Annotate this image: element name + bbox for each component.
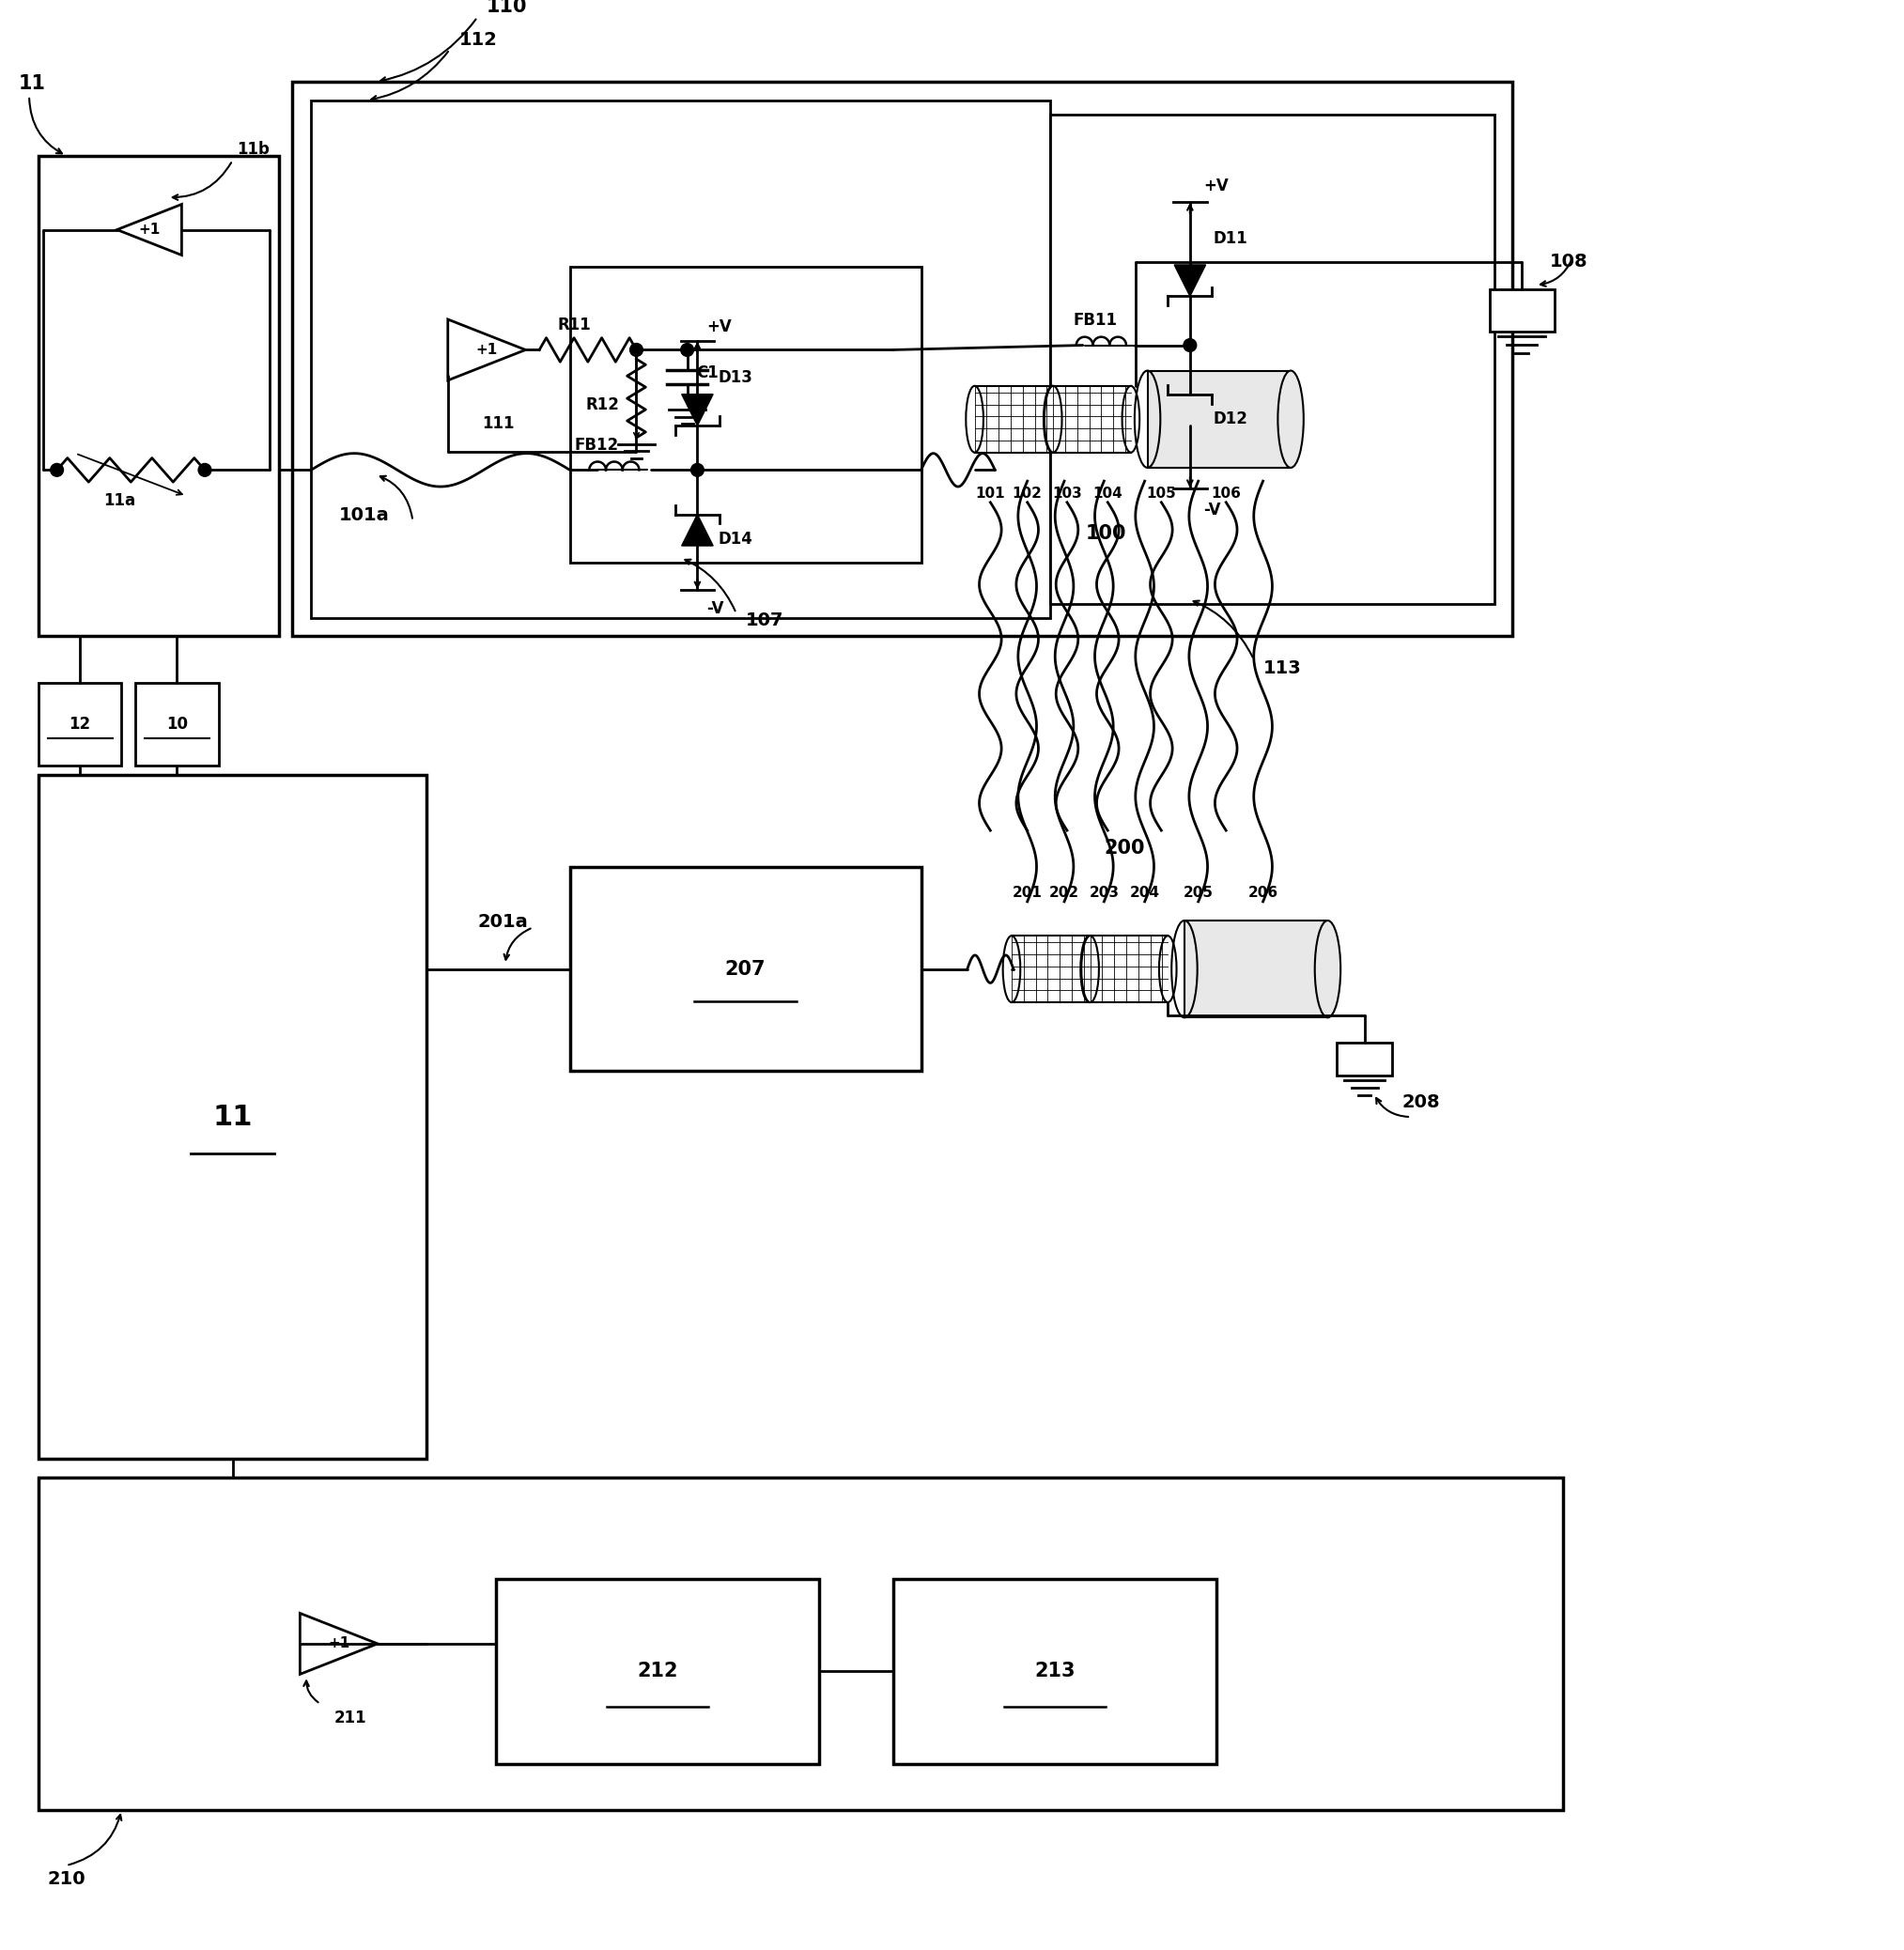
Bar xyxy=(569,267,922,562)
Ellipse shape xyxy=(1043,386,1061,452)
Text: 108: 108 xyxy=(1550,254,1588,271)
Bar xyxy=(1489,291,1554,332)
Text: 101a: 101a xyxy=(339,507,388,525)
Bar xyxy=(310,99,1051,618)
Text: -V: -V xyxy=(1203,501,1220,519)
Polygon shape xyxy=(1175,394,1205,425)
Bar xyxy=(135,682,219,766)
Bar xyxy=(1337,1043,1392,1074)
Text: D13: D13 xyxy=(718,369,752,386)
Text: 11b: 11b xyxy=(238,140,270,158)
Text: 104: 104 xyxy=(1093,486,1123,501)
Text: 202: 202 xyxy=(1049,885,1080,899)
Bar xyxy=(893,1580,1217,1765)
Text: 100: 100 xyxy=(1085,525,1127,542)
Polygon shape xyxy=(682,394,714,425)
Ellipse shape xyxy=(1080,936,1099,1002)
Text: 201: 201 xyxy=(1013,885,1041,899)
Text: 107: 107 xyxy=(746,610,783,630)
Text: 113: 113 xyxy=(1262,659,1300,677)
Text: +V: +V xyxy=(706,318,731,335)
Text: 11: 11 xyxy=(213,1104,253,1131)
Text: D11: D11 xyxy=(1213,230,1247,248)
Text: 200: 200 xyxy=(1104,838,1144,858)
Text: 112: 112 xyxy=(459,31,497,49)
Text: 203: 203 xyxy=(1089,885,1120,899)
Text: 11a: 11a xyxy=(103,491,135,509)
Text: 201a: 201a xyxy=(478,913,527,932)
Text: 101: 101 xyxy=(975,486,1005,501)
Text: 207: 207 xyxy=(725,959,765,979)
Circle shape xyxy=(198,464,211,476)
Ellipse shape xyxy=(1045,386,1062,452)
Text: C1: C1 xyxy=(697,365,720,382)
Text: 105: 105 xyxy=(1146,486,1177,501)
Ellipse shape xyxy=(1081,936,1099,1002)
Bar xyxy=(1091,936,1167,1002)
Polygon shape xyxy=(682,515,714,546)
Bar xyxy=(38,682,122,766)
Bar xyxy=(38,156,278,636)
Text: 213: 213 xyxy=(1034,1661,1076,1681)
Text: 210: 210 xyxy=(48,1870,86,1888)
Text: D14: D14 xyxy=(718,530,752,548)
Bar xyxy=(38,774,426,1459)
Ellipse shape xyxy=(1003,936,1021,1002)
Text: 205: 205 xyxy=(1182,885,1213,899)
Text: 12: 12 xyxy=(69,716,91,733)
Ellipse shape xyxy=(1278,370,1304,468)
Text: FB12: FB12 xyxy=(575,437,619,454)
Ellipse shape xyxy=(1316,920,1340,1018)
Ellipse shape xyxy=(1160,936,1177,1002)
Text: R12: R12 xyxy=(586,396,619,413)
Text: R11: R11 xyxy=(558,316,592,333)
Circle shape xyxy=(1184,339,1196,351)
Bar xyxy=(1011,936,1089,1002)
Bar xyxy=(1184,920,1327,1018)
Bar xyxy=(1053,386,1131,452)
Bar xyxy=(975,386,1053,452)
Text: 110: 110 xyxy=(487,0,527,16)
Bar xyxy=(1051,115,1495,605)
Circle shape xyxy=(691,464,704,476)
Circle shape xyxy=(630,343,644,357)
Text: 103: 103 xyxy=(1053,486,1081,501)
Text: 212: 212 xyxy=(638,1661,678,1681)
Text: 111: 111 xyxy=(482,415,514,433)
Text: +V: +V xyxy=(1203,177,1228,195)
Text: 211: 211 xyxy=(335,1708,367,1726)
Text: -V: -V xyxy=(706,601,724,616)
Bar xyxy=(495,1580,819,1765)
Ellipse shape xyxy=(1121,386,1140,452)
Bar xyxy=(293,82,1512,636)
Bar xyxy=(38,1478,1563,1810)
Bar xyxy=(1148,370,1291,468)
Text: +1: +1 xyxy=(139,222,160,236)
Circle shape xyxy=(50,464,63,476)
Text: 206: 206 xyxy=(1247,885,1278,899)
Text: 204: 204 xyxy=(1129,885,1160,899)
Text: FB11: FB11 xyxy=(1074,312,1118,330)
Ellipse shape xyxy=(965,386,982,452)
Text: 106: 106 xyxy=(1211,486,1241,501)
Text: 208: 208 xyxy=(1401,1094,1439,1112)
Text: 10: 10 xyxy=(166,716,188,733)
Circle shape xyxy=(682,343,693,357)
Polygon shape xyxy=(1175,265,1205,296)
Text: D12: D12 xyxy=(1213,411,1247,427)
Text: 102: 102 xyxy=(1013,486,1041,501)
Bar xyxy=(569,868,922,1071)
Text: +1: +1 xyxy=(327,1636,350,1652)
Text: +1: +1 xyxy=(476,343,497,357)
Text: 11: 11 xyxy=(19,74,46,94)
